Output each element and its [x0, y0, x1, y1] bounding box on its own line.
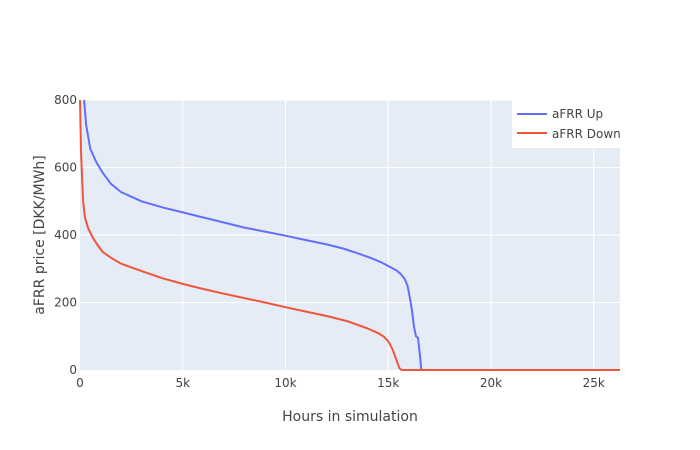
legend[interactable]: aFRR Up aFRR Down	[512, 100, 621, 148]
y-tick-label: 0	[69, 363, 77, 377]
y-tick-label: 800	[54, 93, 77, 107]
x-axis-ticks: 0 5k 10k 15k 20k 25k	[76, 376, 605, 390]
x-axis-title: Hours in simulation	[282, 409, 418, 425]
x-tick-label: 5k	[175, 376, 190, 390]
y-tick-label: 600	[54, 161, 77, 175]
y-tick-label: 200	[54, 296, 77, 310]
x-tick-label: 20k	[480, 376, 502, 390]
y-axis-title: aFRR price [DKK/MWh]	[32, 155, 48, 314]
x-tick-label: 25k	[583, 376, 605, 390]
series-line-afrr-down	[79, 99, 620, 371]
x-tick-label: 15k	[377, 376, 399, 390]
series-layer	[79, 99, 620, 371]
x-tick-label: 0	[76, 376, 84, 390]
y-tick-label: 400	[54, 228, 77, 242]
series-line-afrr-up	[83, 99, 620, 371]
legend-background	[512, 100, 620, 148]
legend-label-afrr-up[interactable]: aFRR Up	[552, 107, 603, 121]
legend-label-afrr-down[interactable]: aFRR Down	[552, 127, 621, 141]
y-axis-ticks: 0 200 400 600 800	[54, 93, 77, 377]
x-tick-label: 10k	[274, 376, 296, 390]
